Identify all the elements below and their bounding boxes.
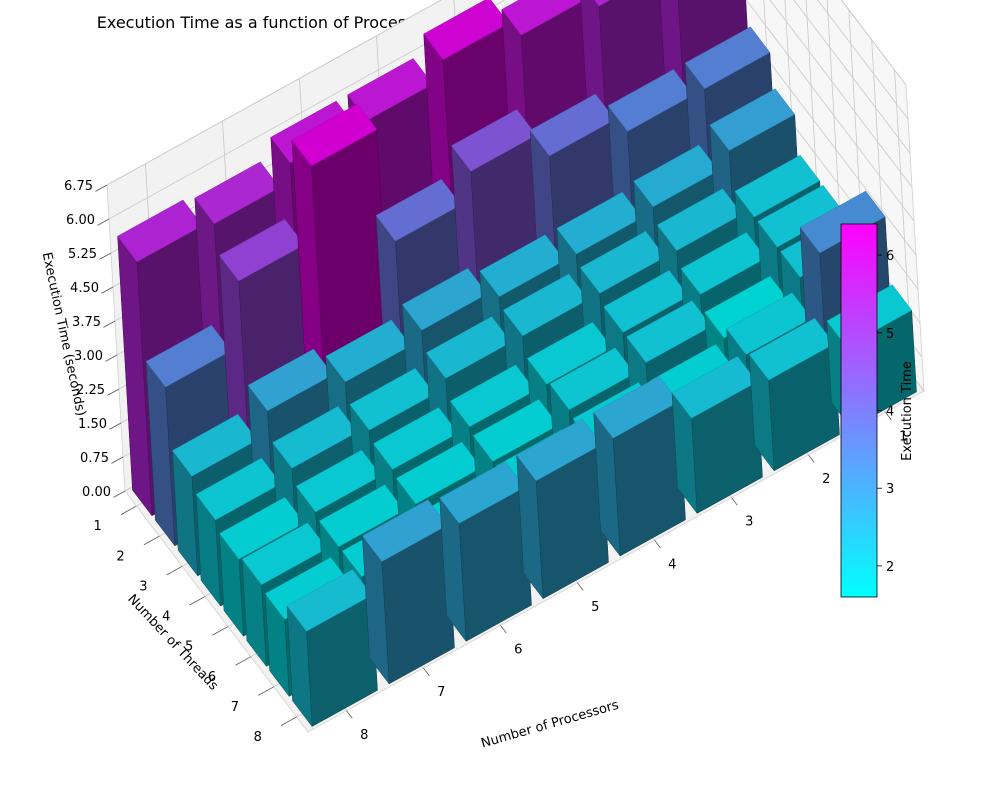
grid-line-z (108, 0, 506, 220)
z-tick-label: 5.25 (68, 247, 97, 262)
x-tick-label: 6 (514, 643, 522, 658)
z-tick-label: 6.75 (64, 179, 93, 194)
colorbar: 2 3 4 5 6 Execution Time (840, 223, 915, 598)
z-tick-label: 0.00 (82, 485, 111, 500)
bar-p7-t8 (362, 499, 455, 685)
tick-mark (111, 456, 124, 464)
bar-top-face (684, 26, 771, 90)
bar-top-face (709, 88, 796, 151)
bar-p3-t8 (671, 356, 763, 515)
x-tick-label: 2 (822, 472, 830, 487)
tick-mark (212, 626, 229, 636)
grid-line-z (769, 0, 913, 188)
y-tick-label: 8 (254, 730, 262, 745)
z-axis-label: Execution Time (seconds) (39, 251, 88, 418)
z-tick-label: 0.75 (80, 451, 109, 466)
grid-line-z (106, 0, 443, 186)
bar-p6-t8 (439, 461, 532, 643)
y-tick-label: 6 (208, 670, 216, 685)
x-tick-label: 3 (745, 515, 753, 530)
x-axis-label: Number of Processors (480, 698, 621, 752)
bar-top-face (734, 154, 821, 218)
bar-top-face (799, 190, 886, 254)
z-tick-label: 6.00 (66, 213, 95, 228)
tick-mark (235, 656, 252, 666)
x-tick-label: 5 (591, 600, 599, 615)
grid-line-z (745, 0, 915, 222)
bar-p4-t8 (593, 375, 686, 557)
bar-top-face (291, 103, 378, 167)
colorbar-tick-label: 2 (886, 560, 894, 575)
x-tick-label: 8 (360, 728, 368, 743)
colorbar-tick-label: 5 (886, 327, 894, 342)
z-tick-label: 1.50 (78, 417, 107, 432)
x-tick-label: 1 (899, 429, 907, 444)
tick-mark (500, 625, 507, 634)
tick-mark (99, 252, 112, 260)
z-tick-label: 3.00 (74, 349, 103, 364)
tick-mark (120, 505, 137, 515)
tick-mark (731, 497, 738, 506)
tick-mark (109, 422, 122, 430)
tick-mark (105, 354, 118, 362)
y-axis-label: Number of Threads (124, 592, 221, 694)
tick-labels-group: 0.00 0.75 1.50 2.25 3.00 3.75 4.50 5.25 6.00 6.75… (64, 179, 907, 745)
colorbar-tick-label: 4 (886, 405, 894, 420)
tick-mark (143, 535, 160, 546)
x-tick-label: 4 (668, 557, 676, 572)
z-tick-label: 3.75 (72, 315, 101, 330)
z-tick-label: 2.25 (76, 383, 105, 398)
z-tick-label: 4.50 (70, 281, 99, 296)
bar-p8-t8 (286, 569, 378, 728)
tick-mark (280, 716, 297, 726)
tick-mark (577, 582, 584, 591)
colorbar-gradient (840, 223, 878, 598)
tick-mark (107, 388, 120, 396)
tick-mark (654, 539, 661, 548)
bars-group (117, 0, 917, 728)
colorbar-tick-label: 6 (886, 249, 894, 264)
tick-mark (346, 710, 353, 719)
x-tick-label: 7 (437, 685, 445, 700)
grid-line-z (817, 0, 909, 120)
grid-line-z (793, 0, 911, 154)
tick-mark (166, 565, 183, 576)
y-tick-label: 7 (231, 700, 239, 715)
grid-line-z (840, 0, 907, 86)
tick-mark (808, 454, 815, 463)
y-tick-label: 2 (116, 549, 124, 564)
tick-mark (97, 218, 110, 226)
y-tick-label: 4 (162, 610, 170, 625)
y-tick-label: 1 (94, 519, 102, 534)
colorbar-label: Execution Time (900, 361, 915, 461)
tick-mark (189, 596, 206, 606)
tick-mark (885, 412, 892, 421)
bar-p5-t8 (516, 418, 609, 600)
tick-mark (258, 686, 274, 696)
tick-mark (103, 320, 116, 328)
bar-top-face (501, 0, 586, 36)
colorbar-ticks: 2 3 4 5 6 (877, 249, 894, 575)
tick-mark (113, 490, 126, 498)
tick-mark (95, 184, 108, 192)
y-tick-label: 5 (185, 640, 193, 655)
y-tick-label: 3 (139, 579, 147, 594)
bar-top-face (594, 0, 611, 7)
tick-mark (101, 286, 114, 294)
tick-mark (423, 667, 430, 676)
colorbar-tick-label: 3 (886, 482, 894, 497)
